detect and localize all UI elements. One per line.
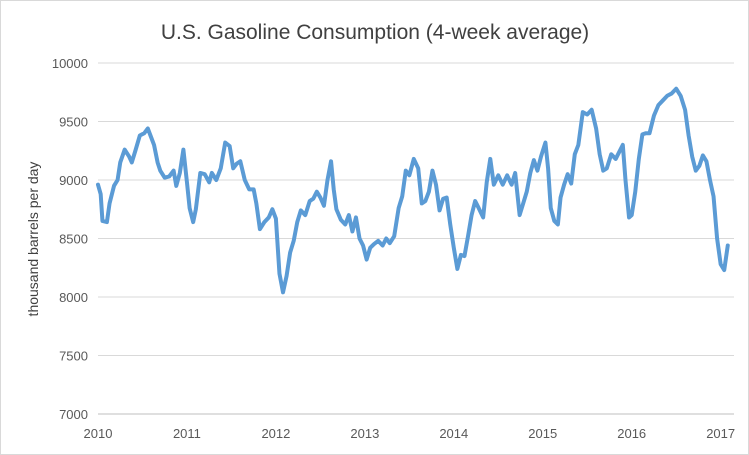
x-tick-label: 2014 [439, 426, 468, 441]
x-tick-label: 2010 [84, 426, 113, 441]
y-tick-label: 8500 [59, 232, 88, 247]
y-axis-label: thousand barrels per day [25, 162, 41, 317]
y-tick-label: 7500 [59, 349, 88, 364]
y-tick-label: 7000 [59, 407, 88, 422]
x-tick-label: 2015 [528, 426, 557, 441]
x-tick-label: 2017 [706, 426, 735, 441]
y-tick-label: 9500 [59, 115, 88, 130]
x-tick-label: 2016 [617, 426, 646, 441]
gridlines [98, 62, 734, 415]
x-tick-labels: 2010 2011 2012 2013 2014 2015 2016 2017 [84, 426, 736, 441]
y-tick-labels: 7000 7500 8000 8500 9000 9500 10000 [52, 56, 88, 422]
y-tick-label: 8000 [59, 290, 88, 305]
chart-title: U.S. Gasoline Consumption (4-week averag… [161, 21, 589, 44]
x-tick-label: 2011 [173, 426, 201, 441]
x-tick-label: 2013 [350, 426, 379, 441]
y-tick-label: 10000 [52, 56, 88, 71]
series-line [96, 86, 730, 295]
y-tick-label: 9000 [59, 173, 88, 188]
series-layer [96, 86, 730, 295]
x-tick-label: 2012 [261, 426, 290, 441]
